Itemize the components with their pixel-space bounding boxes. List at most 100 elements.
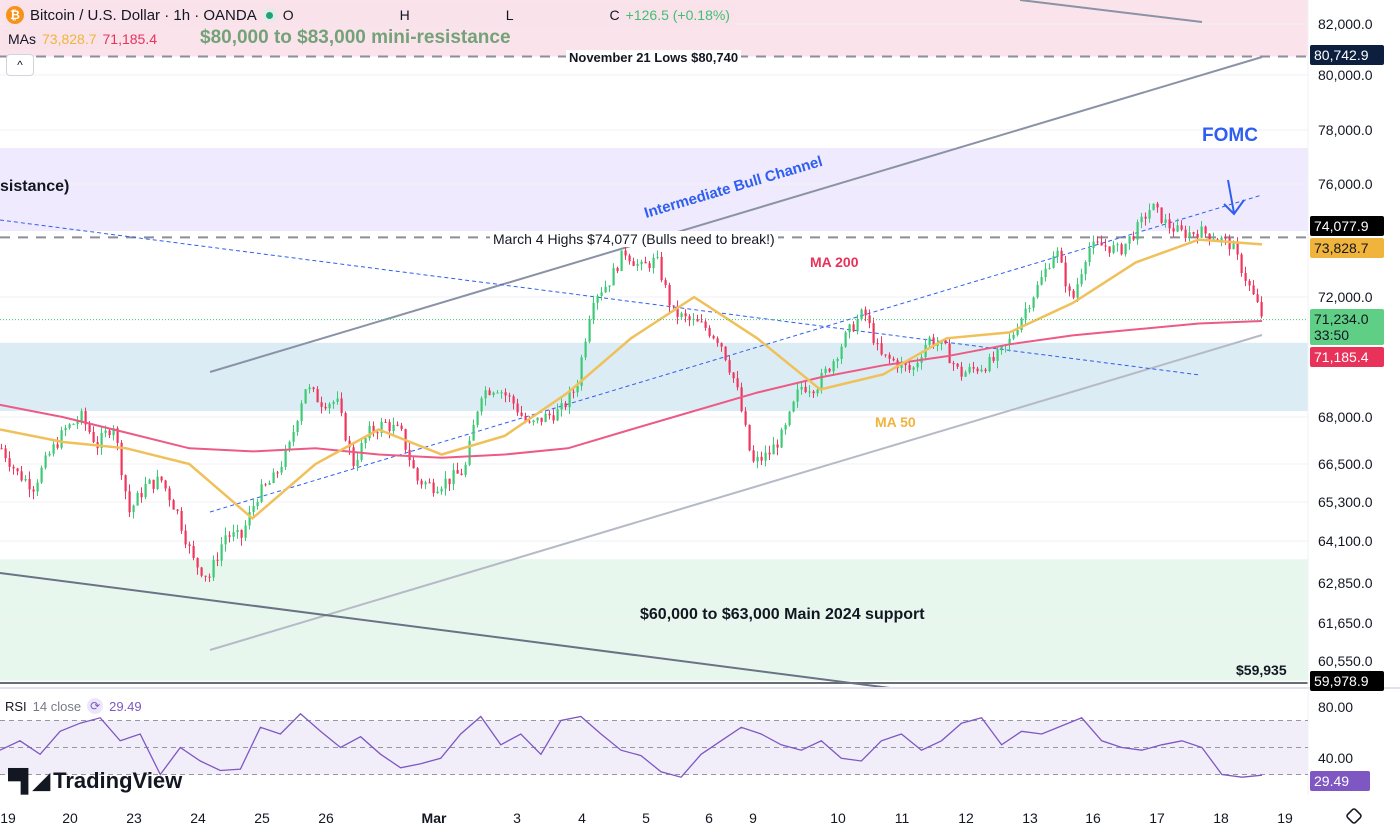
candle <box>368 425 371 439</box>
candle <box>236 529 239 533</box>
candle <box>400 425 403 430</box>
candle <box>1052 256 1055 268</box>
candle <box>412 460 415 469</box>
candle <box>460 473 463 475</box>
candle <box>1220 237 1223 241</box>
refresh-icon[interactable]: ⟳ <box>87 698 104 714</box>
candle <box>864 309 867 316</box>
rsi-line <box>0 712 1263 778</box>
candle <box>860 309 863 320</box>
low-59935-label: $59,935 <box>1236 662 1287 678</box>
rsi-tick: 80.00 <box>1318 699 1354 715</box>
candle <box>652 257 655 269</box>
candle <box>360 443 363 460</box>
candle <box>1132 236 1135 240</box>
candle <box>220 544 223 561</box>
candle <box>844 332 847 347</box>
mas-label: MAs <box>8 31 36 47</box>
time-tick: 18 <box>1213 810 1229 826</box>
ma200-price-badge: 71,185.4 <box>1310 347 1384 367</box>
candle <box>1056 250 1059 257</box>
candle <box>1100 242 1103 246</box>
candle <box>456 469 459 474</box>
candle <box>584 341 587 358</box>
candle <box>836 358 839 362</box>
candle <box>664 280 667 286</box>
last-price-badge: 71,234.0 33:50 <box>1310 309 1384 345</box>
tradingview-logo[interactable]: ▀▌◢ TradingView <box>8 768 182 794</box>
candle <box>956 363 959 367</box>
candle <box>592 302 595 320</box>
candle <box>520 412 523 416</box>
ma200-value: 71,185.4 <box>102 31 158 47</box>
candle <box>880 343 883 355</box>
symbol-header[interactable]: ₿ Bitcoin / U.S. Dollar · 1h · OANDA O H… <box>4 3 736 27</box>
candle <box>356 459 359 467</box>
mar4-price-badge: 74,077.9 <box>1310 216 1384 236</box>
candle <box>260 484 263 502</box>
candle <box>840 346 843 359</box>
candle <box>748 424 751 451</box>
lower-channel-line <box>209 334 1263 651</box>
candle <box>1108 246 1111 253</box>
tradingview-logo-icon: ▀▌◢ <box>8 768 50 793</box>
candle <box>888 354 891 359</box>
candle <box>816 389 819 394</box>
candle <box>208 576 211 578</box>
candle <box>120 442 123 476</box>
market-status-icon[interactable] <box>262 8 277 22</box>
candle <box>644 261 647 264</box>
candle <box>1028 307 1031 309</box>
candle <box>784 425 787 430</box>
candle <box>132 505 135 513</box>
candle <box>516 403 519 413</box>
candle <box>596 295 599 303</box>
candle <box>1012 334 1015 339</box>
change-value: +126.5 (+0.18%) <box>625 7 730 23</box>
candle <box>872 323 875 344</box>
mas-legend[interactable]: MAs 73,828.7 71,185.4 <box>4 29 161 49</box>
collapse-legend-button[interactable]: ^ <box>6 54 34 76</box>
rsi-label: RSI <box>5 698 27 714</box>
candle <box>620 250 623 272</box>
candle <box>676 306 679 317</box>
price-zone <box>0 147 1308 232</box>
candle <box>848 324 851 333</box>
candle <box>1148 210 1151 219</box>
tradingview-logo-text: TradingView <box>53 768 183 793</box>
rsi-legend[interactable]: RSI 14 close ⟳ 29.49 <box>5 698 142 714</box>
ma50-price-badge: 73,828.7 <box>1310 238 1384 258</box>
candle <box>416 468 419 481</box>
candle <box>192 545 195 559</box>
candle <box>156 476 159 489</box>
candle <box>640 261 643 265</box>
candle <box>928 337 931 345</box>
candle <box>36 482 39 492</box>
candle <box>468 440 471 465</box>
candle <box>324 406 327 409</box>
candle <box>1032 297 1035 308</box>
symbol-title[interactable]: Bitcoin / U.S. Dollar · 1h · OANDA <box>30 6 257 24</box>
price-tick: 64,100.0 <box>1318 533 1373 549</box>
descending-support-line <box>0 572 891 689</box>
candle <box>820 372 823 390</box>
rsi-value: 29.49 <box>109 698 142 714</box>
candle <box>432 482 435 494</box>
candle <box>1164 219 1167 223</box>
candle <box>24 479 27 481</box>
candle <box>612 267 615 286</box>
rsi-badge: 29.49 <box>1310 771 1370 791</box>
candle <box>1184 229 1187 239</box>
candle <box>200 567 203 576</box>
candle <box>1092 241 1095 249</box>
candle <box>768 452 771 455</box>
candle <box>196 558 199 568</box>
candle <box>504 392 507 396</box>
candle <box>776 444 779 448</box>
candle <box>952 363 955 365</box>
candle <box>576 385 579 393</box>
low-label: L <box>505 7 514 23</box>
candle <box>116 428 119 443</box>
candle <box>472 424 475 441</box>
